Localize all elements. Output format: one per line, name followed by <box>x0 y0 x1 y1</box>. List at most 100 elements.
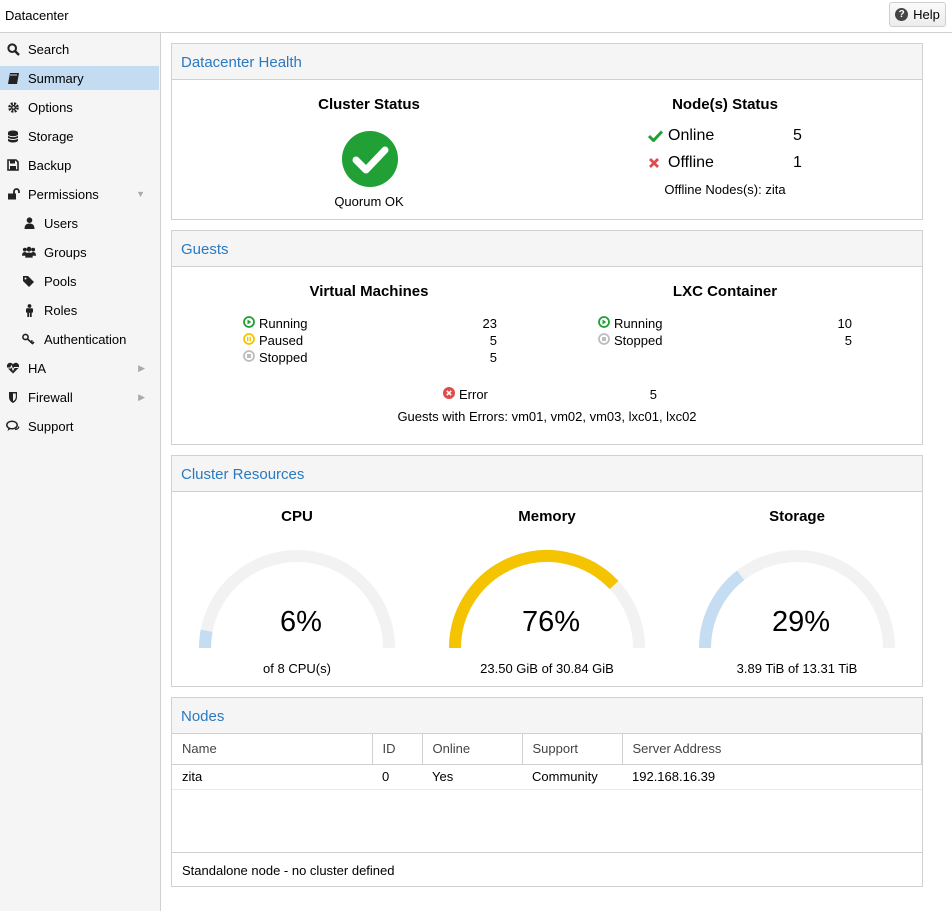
quorum-status: Quorum OK <box>334 194 404 209</box>
sidebar-item-label: Options <box>28 99 73 115</box>
main-content: Datacenter Health Cluster Status Quorum … <box>161 33 952 911</box>
top-bar: Datacenter ? Help <box>0 0 952 33</box>
lxc-title: LXC Container <box>672 283 778 300</box>
memory-percent: 76% <box>521 606 581 638</box>
lxc-stopped-row: Stopped <box>598 333 662 348</box>
cpu-percent: 6% <box>280 606 322 638</box>
offline-status-row: Offline <box>648 154 714 172</box>
help-button[interactable]: ? Help <box>889 2 946 27</box>
sidebar-item-label: Groups <box>44 244 87 260</box>
cpu-title: CPU <box>281 508 313 525</box>
check-circle-icon <box>342 131 398 190</box>
column-header-online[interactable]: Online <box>422 734 523 765</box>
sidebar-item-label: Storage <box>28 128 74 144</box>
column-header-name[interactable]: Name <box>172 734 373 765</box>
sidebar-item-label: Support <box>28 418 74 434</box>
sidebar-item-label: Users <box>44 215 78 231</box>
resources-panel-header: Cluster Resources <box>172 456 922 492</box>
sidebar-item-pools[interactable]: Pools <box>0 269 159 293</box>
health-panel: Datacenter Health Cluster Status Quorum … <box>171 43 923 220</box>
nodes-table: Name ID Online Support Server Address zi… <box>172 734 922 790</box>
sidebar-item-authentication[interactable]: Authentication <box>0 327 159 351</box>
cluster-status-title: Cluster Status <box>318 96 420 113</box>
vm-stopped-count: 5 <box>489 350 497 365</box>
memory-gauge-fill <box>449 550 619 649</box>
column-header-id[interactable]: ID <box>372 734 423 765</box>
node-id-cell: 0 <box>372 764 422 790</box>
sidebar-item-storage[interactable]: Storage <box>0 124 159 148</box>
times-icon <box>648 157 668 169</box>
sidebar-item-label: Summary <box>28 70 84 86</box>
tags-icon <box>22 274 36 288</box>
question-icon: ? <box>895 8 909 21</box>
sidebar-item-label: HA <box>28 360 47 376</box>
sidebar-item-options[interactable]: Options <box>0 95 159 119</box>
cpu-gauge-fill <box>199 629 213 649</box>
gear-icon <box>6 100 20 114</box>
help-label: Help <box>913 7 940 22</box>
key-icon <box>22 332 36 346</box>
online-count: 5 <box>793 127 802 144</box>
guests-panel-header: Guests <box>172 231 922 267</box>
node-online-cell: Yes <box>422 764 522 790</box>
nodes-status-title: Node(s) Status <box>672 96 778 113</box>
health-panel-header: Datacenter Health <box>172 44 922 80</box>
vm-paused-row: Paused <box>243 333 303 348</box>
sidebar-item-users[interactable]: Users <box>0 211 159 235</box>
sidebar: Search Summary Options Storage Backup Pe… <box>0 33 161 911</box>
column-header-support[interactable]: Support <box>522 734 623 765</box>
sidebar-item-search[interactable]: Search <box>0 37 159 61</box>
error-row: Error <box>443 387 488 402</box>
offline-nodes-text: Offline Nodes(s): zita <box>664 182 786 197</box>
unlock-icon <box>6 187 20 201</box>
sidebar-item-label: Roles <box>44 302 78 318</box>
sidebar-item-label: Search <box>28 41 70 57</box>
nodes-panel-header: Nodes <box>172 698 922 734</box>
error-label: Error <box>459 387 488 402</box>
vm-paused-count: 5 <box>489 333 497 348</box>
table-row[interactable]: zita 0 Yes Community 192.168.16.39 <box>172 764 922 790</box>
online-label: Online <box>668 127 715 144</box>
comments-icon <box>6 419 20 433</box>
online-status-row: Online <box>648 127 714 145</box>
vm-stopped-row: Stopped <box>243 350 307 365</box>
sidebar-item-roles[interactable]: Roles <box>0 298 159 322</box>
memory-subtext: 23.50 GiB of 30.84 GiB <box>480 661 614 676</box>
storage-gauge <box>699 550 895 649</box>
male-icon <box>22 303 36 317</box>
sidebar-item-ha[interactable]: HA ▶ <box>0 356 159 380</box>
lxc-running-count: 10 <box>837 316 852 331</box>
users-icon <box>22 245 36 259</box>
sidebar-item-firewall[interactable]: Firewall ▶ <box>0 385 159 409</box>
vm-title: Virtual Machines <box>309 283 429 300</box>
memory-gauge <box>449 550 645 649</box>
stop-circle-icon <box>598 333 610 348</box>
sidebar-item-support[interactable]: Support <box>0 414 159 438</box>
sidebar-item-permissions[interactable]: Permissions ▼ <box>0 182 159 206</box>
nodes-footer: Standalone node - no cluster defined <box>172 852 922 887</box>
lxc-stopped-label: Stopped <box>614 333 663 348</box>
cpu-gauge <box>199 550 395 649</box>
stop-circle-icon <box>243 350 255 365</box>
chevron-down-icon[interactable]: ▼ <box>136 189 145 199</box>
floppy-icon <box>6 158 20 172</box>
node-address-cell: 192.168.16.39 <box>622 764 922 790</box>
storage-percent: 29% <box>771 606 831 638</box>
chevron-right-icon[interactable]: ▶ <box>138 362 145 373</box>
sidebar-item-summary[interactable]: Summary <box>0 66 159 90</box>
vm-paused-label: Paused <box>259 333 304 348</box>
storage-title: Storage <box>769 508 825 525</box>
sidebar-item-backup[interactable]: Backup <box>0 153 159 177</box>
vm-running-count: 23 <box>482 316 497 331</box>
page-title: Datacenter <box>5 8 69 23</box>
chevron-right-icon[interactable]: ▶ <box>138 391 145 402</box>
sidebar-item-groups[interactable]: Groups <box>0 240 159 264</box>
database-icon <box>6 129 20 143</box>
play-circle-icon <box>598 316 610 331</box>
offline-label: Offline <box>668 154 714 171</box>
column-header-server-address[interactable]: Server Address <box>622 734 922 765</box>
storage-gauge-fill <box>699 570 745 649</box>
heartbeat-icon <box>6 361 20 375</box>
vm-stopped-label: Stopped <box>259 350 308 365</box>
guests-errors-text: Guests with Errors: vm01, vm02, vm03, lx… <box>397 409 697 424</box>
